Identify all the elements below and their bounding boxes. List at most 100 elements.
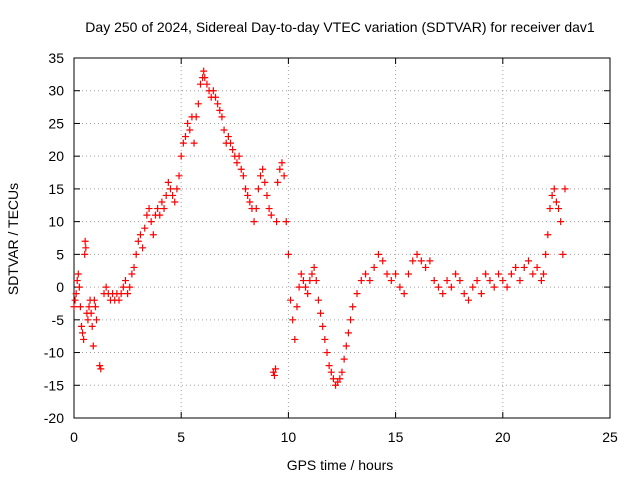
data-point — [430, 277, 438, 285]
data-point — [409, 257, 417, 265]
data-point — [143, 211, 151, 219]
data-point — [338, 368, 346, 376]
x-tick-label: 15 — [388, 429, 404, 445]
data-point — [422, 263, 430, 271]
data-point — [233, 159, 241, 167]
data-point — [340, 355, 348, 363]
data-point — [349, 303, 357, 311]
data-point — [71, 296, 79, 304]
data-point — [128, 270, 136, 278]
data-point — [115, 296, 123, 304]
data-point — [201, 74, 209, 82]
data-point — [329, 375, 337, 383]
data-point — [289, 316, 297, 324]
data-point — [516, 277, 524, 285]
data-point — [166, 185, 174, 193]
data-point — [119, 283, 127, 291]
data-point — [96, 362, 104, 370]
tick-labels: 0 5 10 15 20 25 -20 -15 -10 -5 0 5 10 15 20 25 30 35 — [44, 50, 618, 445]
data-point — [490, 283, 498, 291]
data-point — [486, 277, 494, 285]
data-point — [460, 290, 468, 298]
data-point — [252, 205, 260, 213]
data-point — [93, 316, 101, 324]
data-point — [477, 290, 485, 298]
data-point — [126, 283, 134, 291]
data-point — [469, 283, 477, 291]
data-point — [216, 106, 224, 114]
data-point — [447, 283, 455, 291]
y-tick-label: 10 — [48, 214, 64, 230]
data-point — [533, 263, 541, 271]
data-point — [186, 126, 194, 134]
data-point — [117, 290, 125, 298]
data-point — [81, 250, 89, 258]
data-point — [190, 139, 198, 147]
data-point — [229, 146, 237, 154]
data-point — [171, 198, 179, 206]
data-point — [173, 185, 181, 193]
data-series — [70, 67, 569, 389]
data-point — [203, 80, 211, 88]
chart-title: Day 250 of 2024, Sidereal Day-to-day VTE… — [85, 19, 595, 35]
data-point — [548, 191, 556, 199]
data-point — [456, 277, 464, 285]
data-point — [227, 139, 235, 147]
data-point — [130, 263, 138, 271]
data-point — [413, 250, 421, 258]
data-point — [520, 263, 528, 271]
data-point — [278, 159, 286, 167]
data-point — [184, 119, 192, 127]
data-point — [374, 250, 382, 258]
data-point — [87, 309, 95, 317]
data-point — [404, 270, 412, 278]
data-point — [308, 270, 316, 278]
data-point — [90, 296, 98, 304]
data-point — [154, 205, 162, 213]
data-point — [299, 277, 307, 285]
y-tick-label: 25 — [48, 115, 64, 131]
data-point — [91, 303, 99, 311]
data-point — [136, 231, 144, 239]
x-tick-label: 0 — [70, 429, 78, 445]
data-point — [237, 165, 245, 173]
data-point — [561, 185, 569, 193]
data-point — [72, 290, 80, 298]
data-point — [525, 257, 533, 265]
data-point — [273, 218, 281, 226]
data-point — [177, 152, 185, 160]
data-point — [366, 277, 374, 285]
data-point — [84, 316, 92, 324]
data-point — [353, 290, 361, 298]
data-point — [76, 303, 84, 311]
data-point — [124, 290, 132, 298]
y-tick-label: -5 — [52, 312, 65, 328]
plot-frame — [73, 57, 611, 419]
data-point — [284, 250, 292, 258]
data-point — [276, 165, 284, 173]
data-point — [306, 277, 314, 285]
data-point — [194, 100, 202, 108]
y-tick-label: 15 — [48, 181, 64, 197]
data-point — [362, 270, 370, 278]
data-point — [82, 244, 90, 252]
data-point — [297, 270, 305, 278]
data-point — [267, 211, 275, 219]
y-tick-label: 0 — [56, 279, 64, 295]
data-point — [97, 365, 105, 373]
x-tick-label: 25 — [602, 429, 618, 445]
data-point — [209, 87, 217, 95]
data-point — [321, 335, 329, 343]
data-point — [550, 185, 558, 193]
data-point — [387, 277, 395, 285]
data-point — [319, 322, 327, 330]
data-point — [134, 237, 142, 245]
data-point — [89, 342, 97, 350]
data-point — [244, 191, 252, 199]
data-point — [370, 263, 378, 271]
grid — [74, 58, 610, 418]
data-point — [132, 250, 140, 258]
data-point — [78, 322, 86, 330]
data-point — [495, 270, 503, 278]
data-point — [426, 257, 434, 265]
